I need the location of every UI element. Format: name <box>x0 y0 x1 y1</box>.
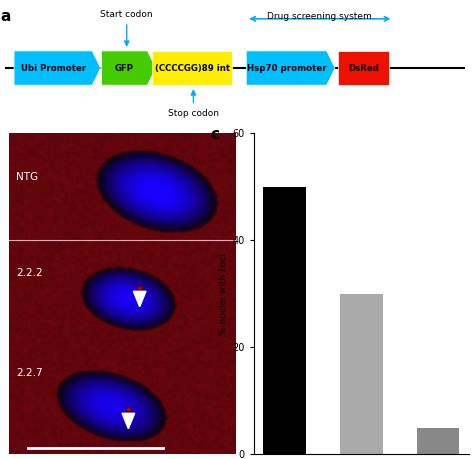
Bar <box>264 187 306 454</box>
Text: c: c <box>210 127 219 142</box>
Bar <box>340 294 383 454</box>
Text: 2.2.2: 2.2.2 <box>16 268 43 278</box>
Text: NTG: NTG <box>16 172 38 182</box>
Text: a: a <box>0 9 10 24</box>
Polygon shape <box>152 51 232 85</box>
Text: DsRed: DsRed <box>348 63 379 73</box>
Text: (CCCCGG)89 int: (CCCCGG)89 int <box>155 63 230 73</box>
Polygon shape <box>122 413 135 429</box>
Bar <box>417 428 459 454</box>
Text: Start codon: Start codon <box>100 10 153 19</box>
Polygon shape <box>338 51 389 85</box>
Text: Drug screening system: Drug screening system <box>267 12 372 22</box>
Polygon shape <box>14 51 100 85</box>
Text: Hsp70 promoter: Hsp70 promoter <box>246 63 326 73</box>
Y-axis label: % nuclei with Foci: % nuclei with Foci <box>219 253 228 335</box>
Text: GFP: GFP <box>115 63 134 73</box>
Polygon shape <box>133 291 146 307</box>
Text: Stop codon: Stop codon <box>168 109 219 118</box>
Polygon shape <box>101 51 155 85</box>
Text: Ubi Promoter: Ubi Promoter <box>20 63 86 73</box>
Text: 2.2.7: 2.2.7 <box>16 368 43 378</box>
Polygon shape <box>246 51 335 85</box>
